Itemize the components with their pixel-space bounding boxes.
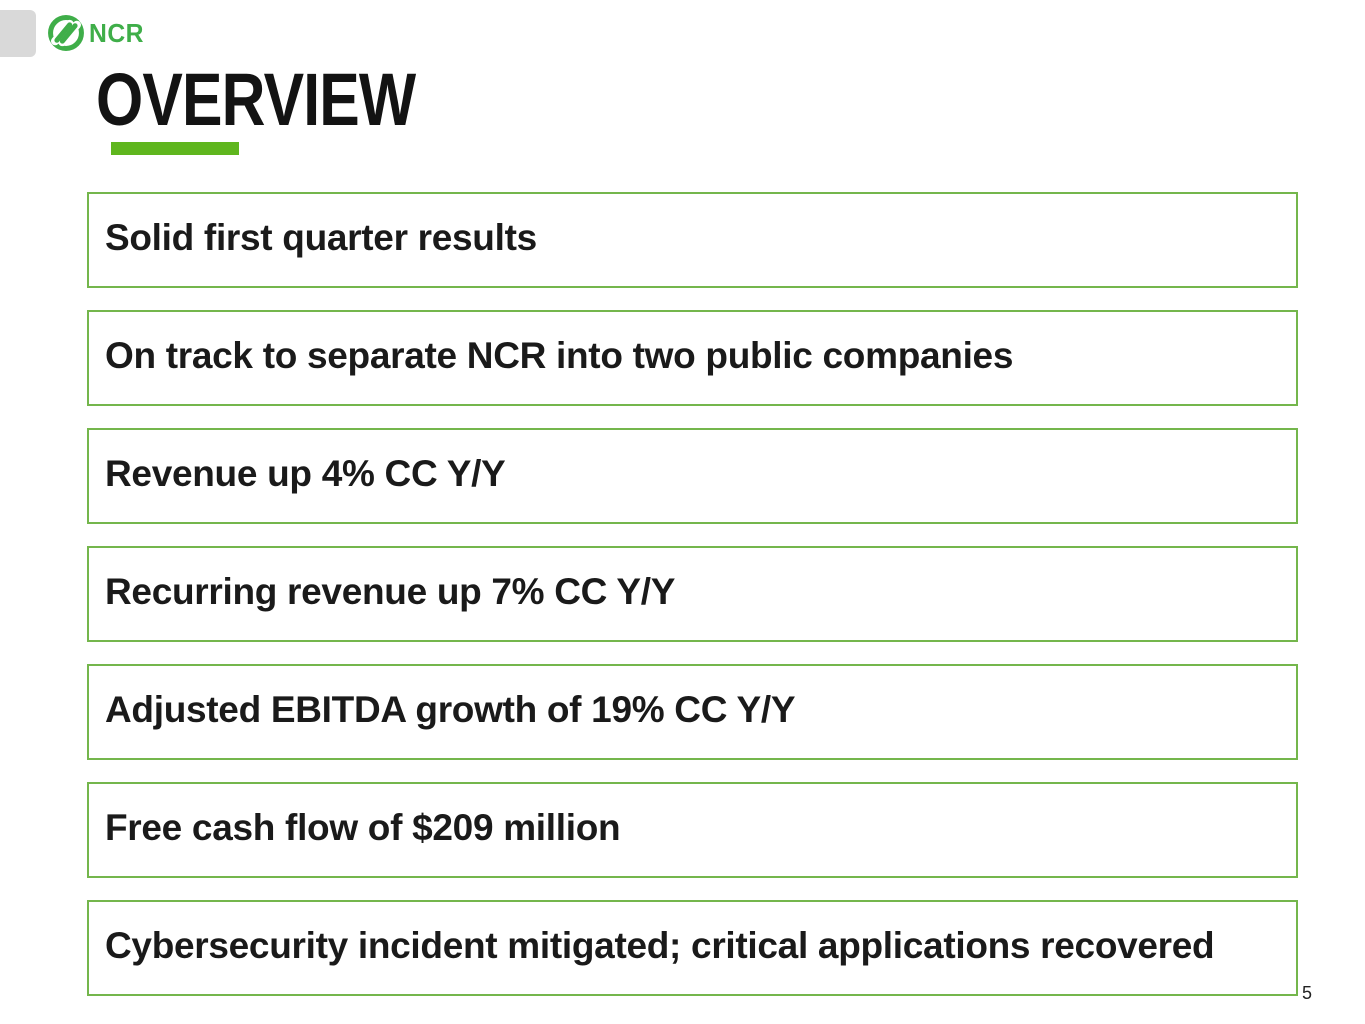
title-underline-bar <box>111 142 239 155</box>
ncr-logo: NCR <box>46 13 147 53</box>
bullet-text: Adjusted EBITDA growth of 19% CC Y/Y <box>105 688 796 730</box>
bullet-text: Revenue up 4% CC Y/Y <box>105 452 506 494</box>
bullet-text: Recurring revenue up 7% CC Y/Y <box>105 570 676 612</box>
page-number: 5 <box>1302 983 1313 1003</box>
page-title: OVERVIEW <box>96 58 416 141</box>
bullet-box-6: Free cash flow of $209 million <box>87 782 1298 878</box>
bullet-box-1: Solid first quarter results <box>87 192 1298 288</box>
bullet-text: Free cash flow of $209 million <box>105 806 621 848</box>
bullet-box-2: On track to separate NCR into two public… <box>87 310 1298 406</box>
bullet-text: On track to separate NCR into two public… <box>105 334 1014 376</box>
bullet-box-4: Recurring revenue up 7% CC Y/Y <box>87 546 1298 642</box>
bullet-text: Solid first quarter results <box>105 216 537 258</box>
bullet-box-7: Cybersecurity incident mitigated; critic… <box>87 900 1298 996</box>
ncr-logo-text: NCR <box>89 18 144 48</box>
bullet-box-5: Adjusted EBITDA growth of 19% CC Y/Y <box>87 664 1298 760</box>
ncr-logo-icon <box>46 13 86 53</box>
bullet-text: Cybersecurity incident mitigated; critic… <box>105 924 1215 966</box>
bullet-list: Solid first quarter results On track to … <box>87 192 1298 1018</box>
corner-accent-tab <box>0 10 36 57</box>
bullet-box-3: Revenue up 4% CC Y/Y <box>87 428 1298 524</box>
